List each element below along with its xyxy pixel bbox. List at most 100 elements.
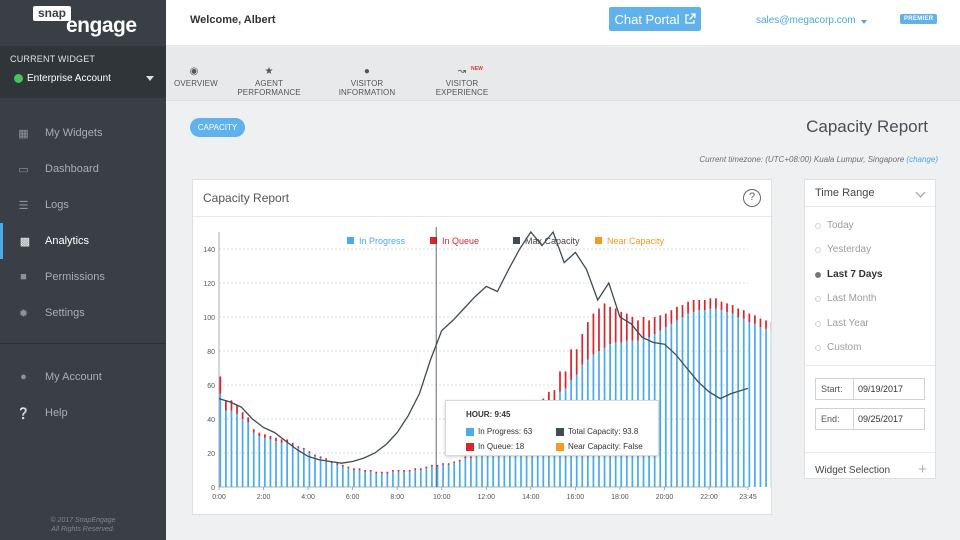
y-tick-label: 100: [203, 315, 215, 322]
bar-in-queue: [670, 310, 673, 324]
tab-overview[interactable]: ◉ OVERVIEW: [174, 47, 218, 101]
bar-in-progress: [492, 449, 495, 487]
sidebar-divider: [0, 343, 166, 344]
time-range-last-year[interactable]: Last Year: [815, 318, 869, 329]
sidebar-item-dashboard[interactable]: ▭ Dashboard: [0, 151, 166, 187]
bar-in-queue: [397, 470, 400, 472]
start-date-field[interactable]: Start: 09/19/2017: [815, 378, 925, 400]
current-widget-selector[interactable]: CURRENT WIDGET Enterprise Account: [0, 46, 166, 98]
sidebar-item-my-widgets[interactable]: ▦ My Widgets: [0, 115, 166, 151]
option-label: Custom: [827, 342, 862, 353]
time-range-custom[interactable]: Custom: [815, 342, 861, 353]
bar-in-progress: [514, 436, 517, 487]
chevron-down-icon[interactable]: [915, 187, 926, 198]
x-tick-label: 23:45: [739, 494, 757, 501]
bar-in-progress: [509, 441, 511, 487]
widget-selection-title[interactable]: Widget Selection: [815, 465, 891, 476]
sidebar-item-label: Analytics: [45, 235, 90, 247]
legend-swatch: [556, 427, 564, 436]
bar-in-progress: [247, 422, 250, 487]
bar-in-queue: [431, 464, 433, 467]
radio-icon[interactable]: [815, 246, 821, 253]
sidebar-item-analytics[interactable]: ▩ Analytics: [0, 223, 166, 259]
start-date-input[interactable]: 09/19/2017: [853, 378, 925, 400]
x-tick-label: 22:00: [700, 494, 718, 501]
time-range-yesterday[interactable]: Yesterday: [815, 244, 871, 255]
bar-in-queue: [392, 470, 394, 472]
tooltip-title: HOUR: 9:45: [466, 410, 511, 419]
bar-in-queue: [687, 301, 689, 314]
bar-in-queue: [225, 400, 227, 411]
bar-in-queue: [692, 300, 695, 312]
radio-icon[interactable]: [815, 320, 821, 327]
time-range-last-month[interactable]: Last Month: [815, 293, 876, 304]
option-label: Yesterday: [827, 244, 872, 255]
legend-swatch: [466, 442, 474, 451]
capacity-chart[interactable]: In Progress In Queue Max Capacity Near Capa…: [193, 217, 771, 515]
x-tick-label: 2:00: [257, 494, 271, 501]
plus-icon[interactable]: +: [918, 461, 927, 478]
radio-icon[interactable]: [815, 222, 821, 229]
tab-visitor-information[interactable]: ● VISITOR INFORMATION: [325, 47, 409, 101]
y-tick-label: 120: [203, 281, 215, 288]
help-icon: ❔: [16, 407, 31, 420]
radio-icon[interactable]: [815, 295, 821, 302]
bar-in-progress: [715, 308, 717, 487]
bar-in-queue: [252, 429, 255, 433]
x-tick-label: 10:00: [433, 494, 451, 501]
bar-in-progress: [308, 453, 311, 487]
bar-in-queue: [570, 349, 572, 380]
bar-in-progress: [481, 453, 483, 487]
help-icon[interactable]: ?: [743, 189, 761, 207]
bar-in-queue: [559, 371, 561, 392]
radio-icon[interactable]: [815, 344, 821, 351]
logo[interactable]: snap engage: [0, 0, 166, 46]
caret-down-icon[interactable]: [861, 20, 867, 24]
bar-in-progress: [525, 427, 528, 487]
bar-in-queue: [275, 437, 277, 442]
bar-in-progress: [347, 468, 350, 487]
end-date-field[interactable]: End: 09/25/2017: [815, 408, 925, 430]
sidebar-item-help[interactable]: ❔ Help: [0, 395, 166, 431]
sidebar-item-my-account[interactable]: ● My Account: [0, 359, 166, 395]
bar-in-progress: [397, 471, 400, 487]
bar-in-progress: [475, 454, 478, 487]
tab-visitor-experience[interactable]: ↝ VISITOR EXPERIENCE NEW: [424, 47, 500, 101]
bar-in-queue: [731, 305, 734, 314]
bar-in-queue: [308, 451, 311, 453]
timezone-change-link[interactable]: (change): [906, 155, 938, 164]
bar-in-queue: [247, 417, 250, 423]
copyright: © 2017 SnapEngage All Rights Reserved.: [0, 516, 166, 534]
x-tick-label: 16:00: [567, 494, 585, 501]
time-range-today[interactable]: Today: [815, 220, 854, 231]
panel-divider: [805, 365, 935, 366]
legend-swatch: [347, 237, 354, 244]
sidebar-item-label: My Account: [45, 371, 102, 383]
time-range-last-7-days[interactable]: Last 7 Days: [815, 269, 883, 280]
sidebar-item-logs[interactable]: ☰ Logs: [0, 187, 166, 223]
bar-in-progress: [431, 466, 433, 487]
bar-in-queue: [336, 463, 339, 465]
bar-in-progress: [392, 471, 394, 487]
sidebar-item-label: Help: [45, 407, 68, 419]
welcome-text: Welcome, Albert: [190, 14, 276, 26]
legend-swatch: [595, 237, 602, 244]
bar-in-progress: [364, 471, 366, 487]
bar-in-queue: [236, 405, 238, 414]
eye-icon: ◉: [189, 66, 199, 77]
caret-down-icon[interactable]: [146, 76, 154, 81]
capacity-tab-pill[interactable]: CAPACITY: [190, 118, 245, 137]
bar-in-progress: [297, 447, 300, 487]
bar-in-queue: [676, 306, 678, 321]
tooltip-near-capacity: Near Capacity: False: [556, 442, 643, 451]
end-date-input[interactable]: 09/25/2017: [853, 408, 925, 430]
account-email-dropdown[interactable]: sales@megacorp.com: [756, 15, 856, 26]
sidebar-item-settings[interactable]: ✹ Settings: [0, 295, 166, 331]
bar-in-progress: [709, 308, 712, 487]
sidebar: snap engage CURRENT WIDGET Enterprise Ac…: [0, 0, 166, 540]
sidebar-item-permissions[interactable]: ■ Permissions: [0, 259, 166, 295]
tab-agent-performance[interactable]: ★ AGENT PERFORMANCE: [228, 47, 310, 101]
bar-in-queue: [419, 468, 422, 470]
chat-portal-button[interactable]: Chat Portal: [609, 7, 701, 31]
radio-icon[interactable]: [815, 271, 821, 278]
